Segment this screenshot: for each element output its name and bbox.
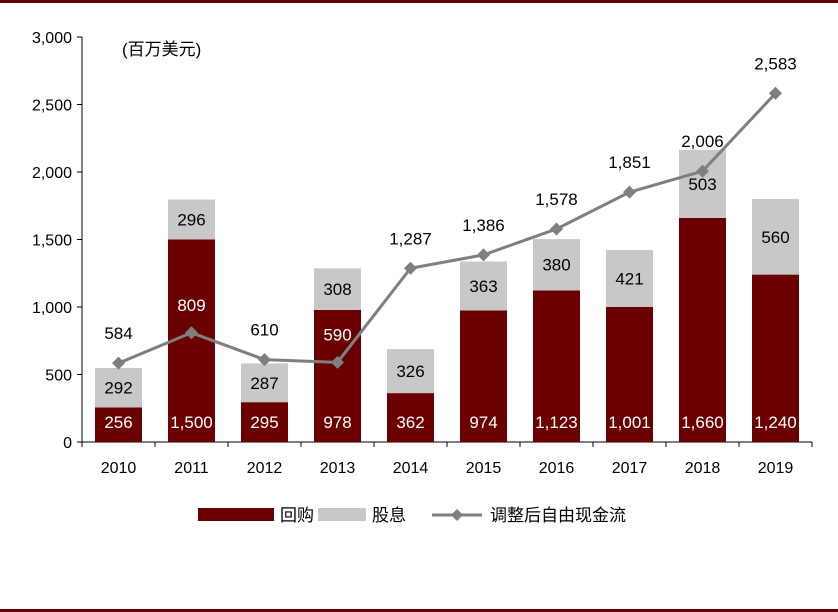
- x-tick-label: 2011: [174, 460, 209, 477]
- bar-buyback: [606, 306, 653, 442]
- x-tick-label: 2014: [393, 460, 429, 477]
- y-tick-label: 1,000: [32, 300, 72, 317]
- bar-dividend: [241, 363, 288, 403]
- data-label-buyback: 256: [104, 413, 132, 432]
- line-fcf-marker: [258, 353, 271, 367]
- x-tick-label: 2016: [539, 460, 575, 477]
- y-tick-label: 0: [63, 435, 72, 452]
- data-label-dividend: 292: [104, 379, 132, 398]
- y-tick-label: 500: [45, 368, 72, 385]
- line-fcf-marker: [769, 86, 782, 100]
- chart-legend: 回购 股息 调整后自由现金流: [198, 506, 626, 525]
- x-tick-label: 2017: [612, 460, 648, 477]
- bar-dividend: [679, 149, 726, 218]
- unit-label: (百万美元): [122, 40, 201, 59]
- data-label-fcf: 1,578: [535, 190, 578, 209]
- data-label-fcf: 590: [323, 325, 351, 344]
- data-label-buyback: 295: [250, 413, 278, 432]
- data-label-buyback: 974: [469, 413, 497, 432]
- line-fcf-marker: [550, 222, 563, 236]
- y-tick-label: 2,500: [32, 98, 72, 115]
- data-label-dividend: 363: [469, 277, 497, 296]
- line-fcf-marker: [112, 356, 125, 370]
- data-label-fcf: 2,006: [681, 132, 724, 151]
- legend-label-fcf: 调整后自由现金流: [490, 506, 626, 525]
- bar-buyback: [241, 402, 288, 442]
- chart-data-labels: 256 292 1,500 296 295 287 978 308 362 326 974 363 1,…: [104, 54, 796, 432]
- bar-dividend: [95, 368, 142, 408]
- x-tick-label: 2013: [320, 460, 356, 477]
- data-label-dividend: 560: [761, 228, 789, 247]
- y-tick-label: 3,000: [32, 30, 72, 47]
- data-label-fcf: 1,851: [608, 153, 651, 172]
- legend-swatch-buyback: [198, 508, 274, 521]
- top-border-rule: [0, 0, 838, 3]
- legend-label-buyback: 回购: [280, 506, 314, 525]
- data-label-buyback: 978: [323, 413, 351, 432]
- bar-buyback: [533, 290, 580, 442]
- data-label-buyback: 1,240: [754, 413, 797, 432]
- data-label-fcf: 584: [104, 324, 132, 343]
- data-label-dividend: 287: [250, 374, 278, 393]
- legend-marker-fcf: [451, 509, 463, 521]
- bar-dividend: [752, 199, 799, 275]
- bar-dividend: [533, 239, 580, 291]
- line-fcf-marker: [477, 248, 490, 262]
- data-label-dividend: 308: [323, 280, 351, 299]
- x-tick-label: 2018: [685, 460, 721, 477]
- bar-dividend: [387, 349, 434, 394]
- data-label-buyback: 1,001: [608, 413, 651, 432]
- data-label-dividend: 296: [177, 211, 205, 230]
- bar-buyback: [314, 309, 361, 442]
- data-label-buyback: 1,660: [681, 413, 724, 432]
- data-label-dividend: 326: [396, 362, 424, 381]
- data-label-buyback: 1,123: [535, 413, 578, 432]
- bar-buyback: [752, 274, 799, 442]
- line-fcf-marker: [331, 355, 344, 369]
- y-tick-label: 2,000: [32, 165, 72, 182]
- data-label-dividend: 503: [688, 175, 716, 194]
- bar-dividend: [460, 261, 507, 311]
- line-fcf-marker: [696, 164, 709, 178]
- line-fcf-path: [117, 92, 777, 365]
- chart-line: [112, 86, 782, 370]
- x-tick-label: 2012: [247, 460, 283, 477]
- legend-label-dividend: 股息: [372, 506, 406, 525]
- x-tick-label: 2015: [466, 460, 502, 477]
- data-label-fcf: 809: [177, 296, 205, 315]
- data-label-buyback: 1,500: [170, 413, 213, 432]
- bar-dividend: [168, 199, 215, 240]
- data-label-buyback: 362: [396, 413, 424, 432]
- bar-buyback: [95, 407, 142, 442]
- data-label-fcf: 1,287: [389, 229, 432, 248]
- bar-dividend: [314, 268, 361, 310]
- line-fcf-marker: [185, 326, 198, 340]
- data-label-dividend: 421: [615, 269, 643, 288]
- chart-bars: [95, 149, 799, 442]
- line-fcf-marker: [623, 185, 636, 199]
- x-tick-label: 2010: [101, 460, 137, 477]
- bar-buyback: [387, 393, 434, 442]
- bar-dividend: [606, 250, 653, 307]
- bar-buyback: [460, 310, 507, 442]
- bottom-border-rule: [0, 609, 838, 612]
- data-label-fcf: 1,386: [462, 216, 505, 235]
- data-label-fcf: 610: [250, 321, 278, 340]
- y-tick-label: 1,500: [32, 233, 72, 250]
- data-label-fcf: 2,583: [754, 54, 797, 73]
- x-tick-label: 2019: [758, 460, 794, 477]
- line-fcf-marker: [404, 261, 417, 275]
- legend-swatch-dividend: [318, 508, 366, 521]
- bar-buyback: [679, 217, 726, 442]
- data-label-dividend: 380: [542, 256, 570, 275]
- chart-axes: 0 500 1,000 1,500 2,000 2,500 3,000 2010 2011 201…: [32, 30, 813, 477]
